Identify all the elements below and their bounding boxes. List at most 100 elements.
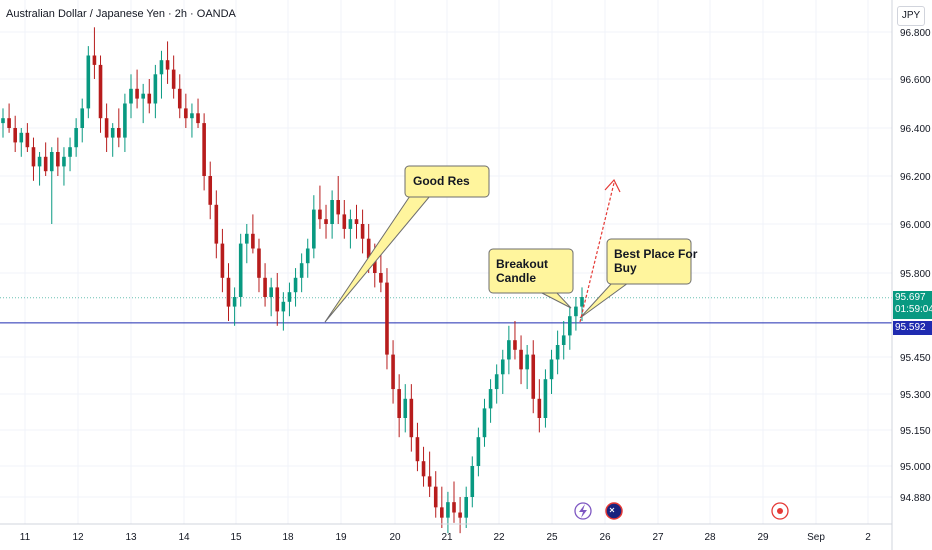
time-tick-label: 20 (389, 532, 401, 543)
candle (488, 379, 493, 423)
currency-button[interactable]: JPY (897, 6, 925, 26)
candle (293, 268, 298, 307)
candle-body (275, 287, 280, 312)
price-tick-label: 96.200 (900, 172, 931, 183)
candle (513, 321, 517, 360)
candle (244, 224, 249, 264)
callout-good-res[interactable]: Good Res (324, 165, 490, 323)
candle-body (336, 200, 341, 215)
candle (238, 233, 243, 307)
candle-body (153, 74, 158, 104)
candle-body (482, 408, 487, 438)
candle (360, 209, 365, 254)
candle-body (500, 359, 505, 375)
time-tick-label: 2 (865, 532, 871, 543)
candle-body (92, 55, 97, 65)
candle-body (574, 306, 578, 317)
candle-body (580, 297, 584, 307)
callout-breakout-line2: Candle (496, 271, 536, 285)
candle (86, 46, 91, 119)
candle (263, 263, 267, 307)
candle (427, 451, 432, 497)
candle-body (165, 60, 170, 70)
candle-body (440, 507, 444, 518)
candle-body (299, 263, 304, 278)
candle-body (220, 243, 225, 278)
candle-body (25, 132, 30, 148)
candle-body (226, 277, 231, 307)
current-price-tag: 95.697 01:59:04 (893, 291, 932, 319)
australia-flag-icon[interactable] (605, 502, 623, 520)
callout-best-place-buy[interactable]: Best Place For Buy (579, 238, 698, 319)
candle-body (190, 113, 194, 119)
candle-body (123, 103, 127, 138)
line-price-tag: 95.592 (893, 321, 932, 335)
candle-body (43, 156, 48, 172)
candle (13, 115, 17, 152)
candle-body (549, 359, 554, 380)
candle-body (74, 128, 78, 148)
candle (117, 108, 121, 148)
callout-breakout-line1: Breakout (496, 257, 548, 271)
candle-body (13, 128, 17, 143)
callout-breakout-candle[interactable]: Breakout Candle (488, 248, 574, 309)
candle (494, 364, 499, 404)
candle-body (379, 273, 383, 283)
candle-body (293, 277, 298, 293)
candle (37, 152, 42, 186)
candle (391, 340, 395, 404)
candle-body (415, 437, 420, 462)
candle-body (98, 64, 103, 119)
candle (92, 27, 97, 79)
candle-body (342, 214, 347, 229)
candle (49, 147, 54, 224)
price-tick-label: 96.000 (900, 220, 931, 231)
candle-body (62, 156, 66, 167)
candle-body (421, 461, 426, 477)
candle-body (360, 224, 365, 239)
price-tick-label: 95.000 (900, 462, 931, 473)
candle-body (561, 335, 566, 345)
candle-body (117, 128, 121, 138)
candle-body (409, 398, 414, 438)
event-marker-icon[interactable] (771, 502, 789, 520)
time-tick-label: Sep (807, 532, 825, 543)
candlestick-series (1, 27, 584, 534)
candle (574, 297, 578, 331)
candle-body (251, 233, 255, 249)
candle-body (49, 152, 54, 172)
price-tick-label: 96.600 (900, 75, 931, 86)
candle (452, 481, 456, 523)
candle (531, 340, 536, 414)
time-axis: 11 12 13 14 15 18 19 20 21 22 25 26 27 28 29 Sep 2 (20, 532, 871, 543)
candle-body (7, 118, 11, 128)
candle (318, 185, 322, 229)
candle (43, 142, 48, 176)
candle (336, 176, 341, 224)
candle (324, 204, 328, 239)
candle (287, 282, 292, 317)
candle-body (470, 466, 475, 497)
candle-body (171, 69, 176, 89)
candle-countdown: 01:59:04 (895, 304, 932, 315)
candle (214, 190, 219, 259)
candle-body (397, 389, 401, 418)
candle-body (159, 60, 164, 75)
candle-body (318, 209, 322, 220)
candle (25, 123, 30, 152)
candle-body (263, 277, 267, 297)
candle (251, 214, 255, 254)
candle-body (281, 301, 286, 312)
candle (403, 384, 408, 433)
candle (184, 93, 188, 128)
candle-body (257, 248, 261, 278)
candle-body (391, 354, 395, 390)
candle (433, 471, 438, 518)
candle (56, 137, 60, 176)
lightning-icon[interactable] (574, 502, 592, 520)
candle-body (507, 340, 511, 360)
candle (543, 369, 548, 428)
candle-body (177, 88, 182, 109)
candle (421, 446, 426, 487)
